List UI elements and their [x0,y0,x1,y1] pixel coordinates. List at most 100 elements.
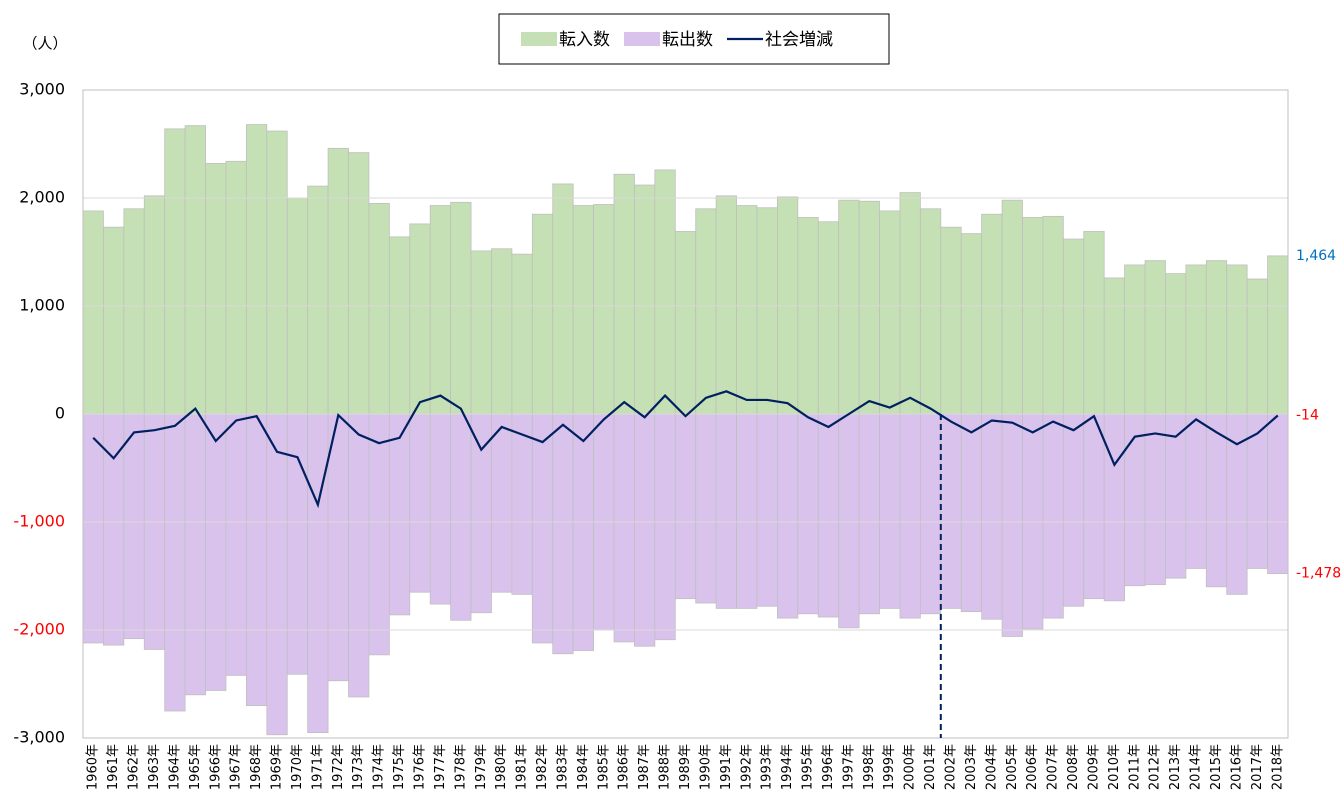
x-tick-label: 1967年 [229,744,244,790]
bar [184,125,206,415]
bar [164,128,186,415]
x-tick-label: 1966年 [208,744,223,790]
bar [143,413,166,650]
bar [552,413,574,655]
x-tick-label: 1983年 [555,744,570,790]
bar [593,204,615,415]
bar [531,413,554,644]
bar [1165,273,1187,415]
bar [327,147,349,415]
x-tick-label: 1994年 [780,744,795,790]
bar [654,413,676,641]
bar [817,413,840,618]
x-tick-label: 2010年 [1107,744,1122,790]
x-tick-label: 1980年 [494,744,509,790]
bar [327,413,349,682]
legend-box [498,13,890,65]
bar [184,413,206,696]
x-tick-label: 2018年 [1270,744,1285,790]
end-label: 1,464 [1296,248,1336,264]
bar [613,173,635,415]
bar [143,195,166,415]
bar [1124,264,1146,415]
bar [1226,264,1248,415]
x-tick-label: 1970年 [290,744,305,790]
bar [388,413,411,616]
x-tick-label: 1963年 [147,744,162,790]
bar [981,413,1003,620]
x-tick-label: 1974年 [372,744,387,790]
x-tick-label: 2012年 [1148,744,1163,790]
bar [613,413,635,643]
bar [82,413,104,644]
x-tick-label: 1997年 [841,744,856,790]
bar [797,413,819,615]
bar [981,213,1003,415]
bar [919,413,942,615]
x-tick-label: 2007年 [1046,744,1061,790]
x-tick-label: 1987年 [637,744,652,790]
x-tick-label: 1988年 [658,744,673,790]
bar [940,413,962,609]
bar [1103,413,1126,602]
bar [1062,238,1085,415]
y-tick-label: 0 [55,404,65,423]
legend-label: 転出数 [662,30,713,50]
bar [777,413,799,619]
x-tick-label: 1992年 [739,744,754,790]
y-tick-label: 1,000 [19,296,65,315]
bar [368,413,390,656]
x-tick-label: 1985年 [596,744,611,790]
bar [1205,260,1228,415]
bar [470,250,492,415]
bar [1062,413,1085,607]
x-tick-label: 1991年 [719,744,734,790]
legend-swatch [521,32,557,46]
bar [286,413,309,675]
bar [838,199,860,415]
legend-swatch [624,32,660,46]
bar [756,413,778,607]
bar [736,413,758,609]
bar [1103,277,1126,415]
x-tick-label: 2000年 [903,744,918,790]
bar [348,413,370,698]
y-tick-label: 2,000 [19,188,65,207]
bar [511,253,533,415]
x-tick-label: 2002年 [944,744,959,790]
x-tick-label: 2016年 [1229,744,1244,790]
bar [1042,215,1064,415]
bar [634,413,656,647]
x-tick-label: 2017年 [1250,744,1265,790]
bar [1001,413,1023,637]
bar [572,413,594,651]
bar [960,233,983,415]
x-tick-label: 1960年 [86,744,101,790]
bar [838,413,860,629]
bar [266,130,288,415]
bar [1001,199,1023,415]
bar [429,205,452,415]
bar [879,413,901,609]
bar [1185,413,1207,569]
x-tick-label: 1996年 [821,744,836,790]
bar [1267,255,1289,415]
bar [715,195,737,415]
bar [245,124,268,415]
plot-border [82,89,1289,739]
bar [409,413,431,593]
bar [572,205,594,415]
bar [450,413,472,621]
x-tick-label: 2003年 [964,744,979,790]
x-tick-label: 1961年 [106,744,121,790]
x-tick-label: 1964年 [167,744,182,790]
bar [1124,413,1146,587]
bar [1022,217,1044,415]
x-tick-label: 2001年 [923,744,938,790]
bar [715,413,737,609]
y-tick-label: 3,000 [19,80,65,99]
bar [531,213,554,415]
bar [429,413,452,605]
bar [123,413,145,640]
